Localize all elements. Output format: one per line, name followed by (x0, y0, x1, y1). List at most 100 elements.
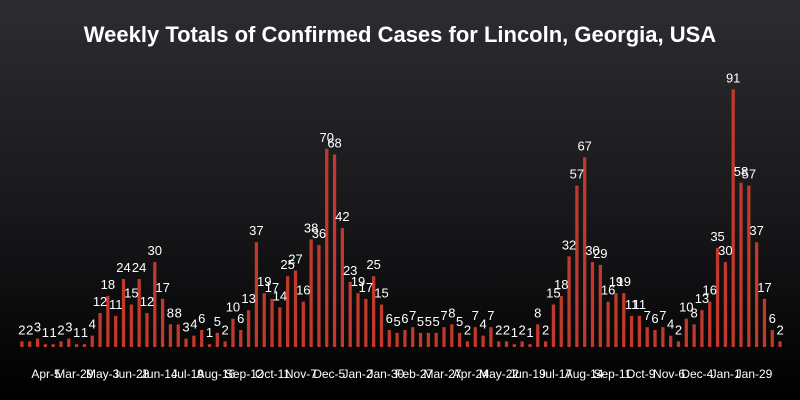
bar (770, 330, 774, 347)
bar (395, 332, 399, 347)
bar (575, 185, 579, 347)
value-label: 2 (464, 322, 471, 337)
bar (262, 293, 266, 347)
chart-title: Weekly Totals of Confirmed Cases for Lin… (84, 22, 717, 47)
value-label: 6 (198, 311, 205, 326)
value-label: 8 (167, 305, 174, 320)
value-label: 18 (101, 277, 115, 292)
bar (731, 89, 735, 347)
bars (20, 89, 782, 347)
x-tick-label: Oct-11 (255, 367, 290, 381)
value-label: 10 (226, 300, 240, 315)
x-tick-label: Jan-1 (711, 367, 741, 381)
value-label: 7 (409, 308, 416, 323)
bar (153, 262, 157, 347)
value-label: 15 (546, 286, 560, 301)
value-label: 67 (577, 138, 591, 153)
value-label: 3 (65, 320, 72, 335)
value-label: 17 (359, 280, 373, 295)
bar (239, 330, 243, 347)
bar (270, 298, 274, 347)
value-label: 1 (526, 325, 533, 340)
bar (434, 332, 438, 347)
value-label: 68 (327, 135, 341, 150)
bar (129, 304, 133, 347)
value-label: 18 (554, 277, 568, 292)
value-label: 70 (320, 130, 334, 145)
bar (200, 330, 204, 347)
bar (590, 262, 595, 347)
value-label: 16 (601, 283, 615, 298)
x-tick-label: Jun-28 (113, 367, 150, 381)
x-tick-label: Apr-5 (31, 367, 61, 381)
bar (755, 242, 759, 347)
bar (317, 245, 321, 347)
value-label: 4 (190, 317, 197, 332)
value-label: 1 (42, 325, 49, 340)
bar (645, 327, 649, 347)
value-label: 6 (386, 311, 393, 326)
x-tick-label: Jul-19 (171, 367, 204, 381)
value-label: 16 (296, 283, 310, 298)
x-tick-label: Sep-11 (593, 367, 631, 381)
bar (504, 341, 509, 347)
bar (536, 324, 540, 347)
bar (598, 264, 602, 347)
value-label: 4 (479, 317, 486, 332)
x-tick-label: Aug-14 (565, 367, 604, 381)
value-label: 35 (710, 229, 724, 244)
value-label: 2 (675, 322, 682, 337)
value-label: 11 (109, 297, 123, 312)
value-label: 4 (667, 317, 674, 332)
bar (364, 298, 368, 347)
bar (669, 335, 673, 347)
value-label: 6 (401, 311, 408, 326)
value-label: 36 (312, 226, 326, 241)
value-label: 5 (433, 314, 440, 329)
x-tick-label: Jan-30 (367, 367, 404, 381)
value-label: 12 (93, 294, 107, 309)
value-label: 58 (734, 164, 748, 179)
bar (114, 315, 118, 347)
value-label: 2 (26, 322, 33, 337)
bar (442, 327, 446, 347)
value-label: 5 (417, 314, 424, 329)
x-tick-label: Dec-4 (681, 367, 713, 381)
value-label: 19 (257, 274, 271, 289)
x-tick-label: May-3 (86, 367, 120, 381)
bar (43, 344, 47, 347)
bar (168, 324, 173, 347)
bar (372, 276, 376, 347)
bar (207, 344, 212, 347)
bar (145, 313, 149, 347)
value-label: 42 (335, 209, 349, 224)
value-label: 7 (644, 308, 651, 323)
bar (528, 344, 532, 347)
x-tick-label: Oct-9 (626, 367, 656, 381)
value-label: 15 (374, 286, 388, 301)
bar (184, 338, 188, 347)
x-tick-label: Nov-6 (653, 367, 685, 381)
value-label: 25 (280, 257, 294, 272)
bar (28, 341, 32, 347)
x-tick-label: Aug-16 (197, 367, 236, 381)
bar (700, 310, 704, 347)
value-label: 25 (366, 257, 380, 272)
bar (684, 318, 688, 347)
bar (629, 315, 634, 347)
bar (497, 341, 501, 347)
bar (309, 239, 313, 347)
value-label: 15 (124, 286, 138, 301)
value-label: 8 (175, 305, 182, 320)
bar (106, 296, 110, 347)
bar (332, 154, 337, 347)
bar (653, 330, 657, 347)
bar (559, 296, 563, 347)
bar (473, 327, 477, 347)
bar (606, 301, 610, 347)
bar (637, 315, 642, 347)
value-label: 1 (206, 325, 213, 340)
value-label: 24 (132, 260, 146, 275)
x-tick-label: Jun-14 (141, 367, 178, 381)
